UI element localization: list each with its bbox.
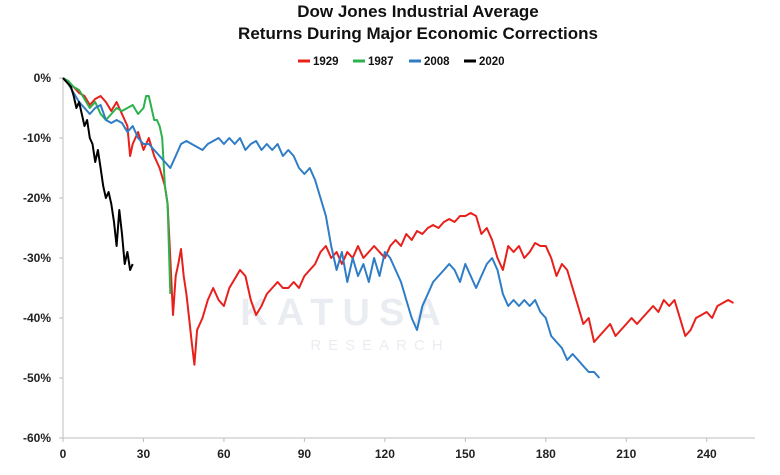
chart-subtitle: Returns During Major Economic Correction… bbox=[238, 24, 598, 43]
y-tick-label: -20% bbox=[23, 191, 51, 205]
series-line-1987 bbox=[62, 77, 172, 295]
legend-label: 1929 bbox=[313, 56, 339, 68]
chart-title: Dow Jones Industrial Average bbox=[297, 2, 539, 21]
y-tick-label: -60% bbox=[23, 431, 51, 445]
y-tick-label: -10% bbox=[23, 131, 51, 145]
legend-item-2008: 2008 bbox=[409, 56, 450, 68]
legend-item-1987: 1987 bbox=[353, 56, 394, 68]
y-tick-label: -50% bbox=[23, 371, 51, 385]
legend-item-2020: 2020 bbox=[464, 56, 505, 68]
y-tick-label: -30% bbox=[23, 251, 51, 265]
x-tick-label: 90 bbox=[298, 447, 312, 461]
y-tick-label: -40% bbox=[23, 311, 51, 325]
x-tick-label: 0 bbox=[60, 447, 67, 461]
series-line-1929 bbox=[62, 77, 734, 366]
legend-label: 2008 bbox=[424, 56, 450, 68]
watermark-sub-text: RESEARCH bbox=[310, 337, 449, 354]
x-tick-label: 150 bbox=[455, 447, 475, 461]
legend-label: 2020 bbox=[479, 56, 505, 68]
y-tick-label: 0% bbox=[34, 71, 52, 85]
x-tick-label: 180 bbox=[536, 447, 556, 461]
x-tick-label: 210 bbox=[616, 447, 636, 461]
watermark: KATUSA RESEARCH bbox=[240, 292, 450, 354]
legend-label: 1987 bbox=[368, 56, 394, 68]
watermark-logo-text: KATUSA bbox=[240, 292, 450, 334]
chart-legend: 1929 1987 2008 2020 bbox=[298, 56, 505, 68]
x-tick-label: 240 bbox=[697, 447, 717, 461]
x-tick-label: 30 bbox=[137, 447, 151, 461]
series-line-2020 bbox=[62, 77, 134, 271]
legend-item-1929: 1929 bbox=[298, 56, 339, 68]
x-tick-label: 120 bbox=[375, 447, 395, 461]
x-tick-label: 60 bbox=[217, 447, 231, 461]
series-line-2008 bbox=[62, 77, 601, 379]
series-lines bbox=[62, 77, 734, 379]
axes: 0% -10% -20% -30% -40% -50% -60% 0 30 60 90 120 150 1… bbox=[23, 71, 755, 461]
